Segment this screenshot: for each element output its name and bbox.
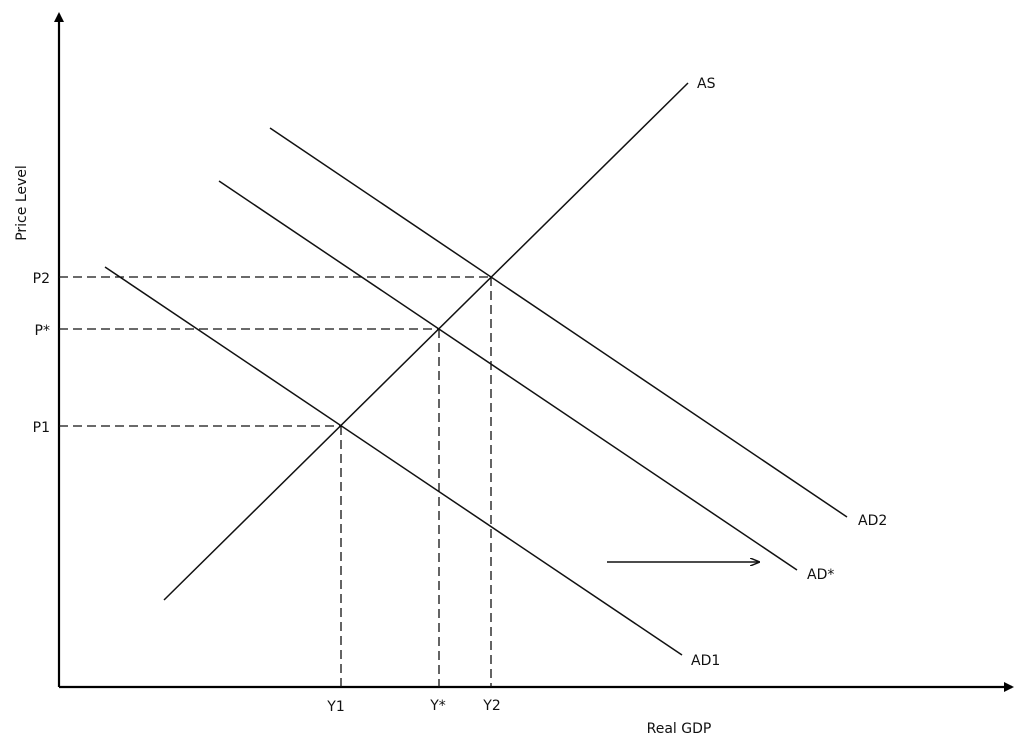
ad-star-curve-label: AD* bbox=[807, 567, 834, 583]
y1-label: Y1 bbox=[326, 699, 344, 715]
y2-label: Y2 bbox=[482, 698, 500, 714]
ad2-curve bbox=[269, 127, 848, 518]
as-curve bbox=[163, 82, 689, 601]
ad2-curve-label: AD2 bbox=[858, 513, 887, 529]
y-axis-label: Price Level bbox=[14, 165, 30, 241]
p2-label: P2 bbox=[33, 271, 50, 287]
ad-star-curve bbox=[218, 180, 798, 571]
p1-label: P1 bbox=[33, 420, 50, 436]
ad1-curve-label: AD1 bbox=[691, 653, 720, 669]
x-axis-label: Real GDP bbox=[647, 721, 712, 737]
as-curve-label: AS bbox=[697, 76, 716, 92]
ad1-curve bbox=[104, 266, 683, 656]
y-star-label: Y* bbox=[429, 698, 446, 714]
p-star-label: P* bbox=[35, 323, 50, 339]
